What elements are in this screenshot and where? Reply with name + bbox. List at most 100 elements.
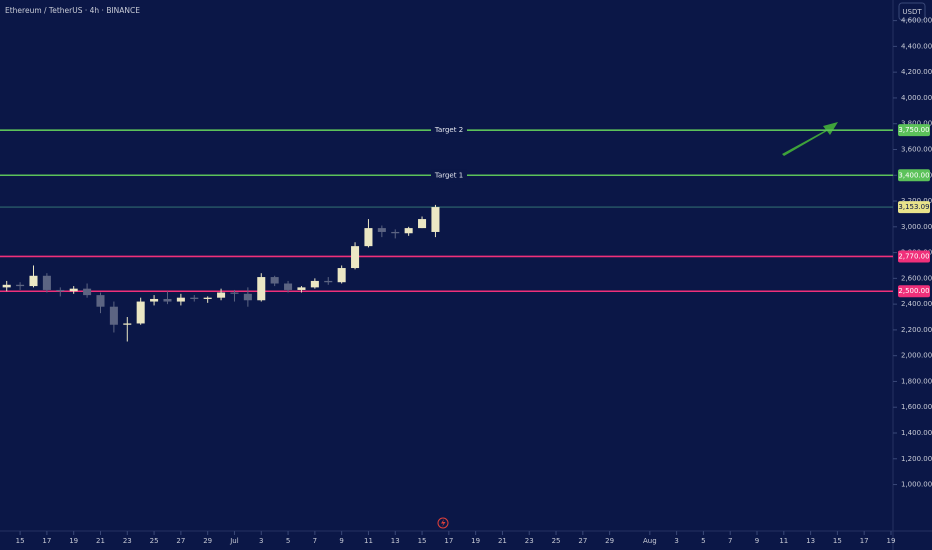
- x-tick-label: 19: [471, 537, 480, 545]
- x-tick-label: 15: [418, 537, 427, 545]
- y-tick-label: 4,600.00: [901, 17, 932, 25]
- level-name-bg: [431, 124, 467, 137]
- candle-body: [418, 219, 427, 229]
- level-price-box: [898, 169, 930, 182]
- x-tick-label: 9: [339, 537, 343, 545]
- x-tick-label: 21: [498, 537, 507, 545]
- candle-body: [310, 280, 319, 288]
- x-tick-label: 23: [123, 537, 132, 545]
- x-tick-label: 27: [176, 537, 185, 545]
- x-tick-label: 23: [525, 537, 534, 545]
- level-price-box: [898, 124, 930, 137]
- x-tick-label: 7: [728, 537, 732, 545]
- level-name: Target 1: [434, 171, 463, 179]
- level-price-label: 3,750.00: [898, 126, 929, 134]
- candle-body: [136, 301, 145, 324]
- candle-body: [377, 228, 386, 232]
- candle-body: [284, 283, 293, 290]
- target-arrow: [782, 122, 838, 156]
- x-tick-label: 5: [286, 537, 290, 545]
- x-tick-label: 17: [860, 537, 869, 545]
- x-tick-label: Jul: [229, 537, 239, 545]
- y-tick-label: 3,600.00: [901, 145, 932, 153]
- candle-body: [2, 284, 11, 288]
- x-tick-label: 13: [806, 537, 815, 545]
- level-price-label: 2,500.00: [898, 287, 929, 295]
- x-tick-label: 17: [42, 537, 51, 545]
- candle-body: [69, 288, 78, 292]
- x-tick-label: 13: [391, 537, 400, 545]
- chart-title: Ethereum / TetherUS · 4h · BINANCE: [5, 6, 140, 15]
- candle-body: [83, 288, 92, 296]
- y-tick-label: 3,000.00: [901, 223, 932, 231]
- candle-body: [243, 293, 252, 301]
- x-tick-label: 29: [203, 537, 212, 545]
- candle-body: [257, 277, 266, 301]
- x-tick-label: 15: [833, 537, 842, 545]
- currency-label[interactable]: USDT: [902, 8, 922, 16]
- x-tick-label: 21: [96, 537, 105, 545]
- x-tick-label: 3: [674, 537, 678, 545]
- x-tick-label: 15: [16, 537, 25, 545]
- level-name: Target 2: [434, 126, 463, 134]
- candle-body: [109, 306, 118, 325]
- x-tick-label: 29: [605, 537, 614, 545]
- candle-body: [176, 297, 185, 302]
- currency-button[interactable]: [898, 2, 926, 21]
- level-price-label: 3,400.00: [898, 171, 929, 179]
- x-tick-label: 19: [69, 537, 78, 545]
- y-tick-label: 1,000.00: [901, 481, 932, 489]
- candle-body: [351, 246, 360, 269]
- x-tick-label: 9: [755, 537, 759, 545]
- level-price-label: 2,770.00: [898, 252, 929, 260]
- candle-body: [42, 275, 51, 290]
- y-tick-label: 4,200.00: [901, 68, 932, 76]
- x-tick-label: 17: [444, 537, 453, 545]
- x-tick-label: 3: [259, 537, 263, 545]
- x-tick-label: 11: [779, 537, 788, 545]
- candle-body: [270, 277, 279, 284]
- y-tick-label: 4,000.00: [901, 94, 932, 102]
- y-tick-label: 3,800.00: [901, 120, 932, 128]
- candle-body: [190, 297, 199, 299]
- x-tick-label: 19: [887, 537, 896, 545]
- y-tick-label: 2,000.00: [901, 352, 932, 360]
- y-tick-label: 3,200.00: [901, 197, 932, 205]
- candle-body: [431, 207, 440, 232]
- last-price-box: [898, 201, 930, 214]
- x-tick-label: 5: [701, 537, 705, 545]
- y-tick-label: 2,200.00: [901, 326, 932, 334]
- candle-body: [364, 228, 373, 247]
- x-tick-label: 25: [552, 537, 561, 545]
- level-name-bg: [431, 169, 467, 182]
- candle-body: [217, 292, 226, 298]
- candle-body: [29, 275, 38, 287]
- candle-body: [96, 295, 105, 307]
- candle-body: [150, 298, 159, 302]
- y-tick-label: 1,400.00: [901, 429, 932, 437]
- y-tick-label: 1,200.00: [901, 455, 932, 463]
- candle-body: [56, 289, 65, 292]
- level-price-box: [898, 250, 930, 263]
- y-tick-label: 4,400.00: [901, 42, 932, 50]
- candle-body: [123, 323, 132, 325]
- x-tick-label: Aug: [643, 537, 657, 545]
- bolt-icon: [437, 517, 449, 529]
- x-tick-label: 25: [150, 537, 159, 545]
- x-tick-label: 11: [364, 537, 373, 545]
- y-tick-label: 2,600.00: [901, 274, 932, 282]
- x-tick-label: 27: [578, 537, 587, 545]
- y-tick-label: 1,600.00: [901, 403, 932, 411]
- candle-body: [203, 297, 212, 299]
- y-tick-label: 2,400.00: [901, 300, 932, 308]
- y-tick-label: 1,800.00: [901, 377, 932, 385]
- level-price-box: [898, 285, 930, 298]
- last-price-label: 3,153.09: [898, 203, 929, 211]
- candle-body: [163, 298, 172, 302]
- candle-body: [16, 284, 25, 287]
- candle-body: [230, 292, 239, 294]
- candle-body: [324, 280, 333, 283]
